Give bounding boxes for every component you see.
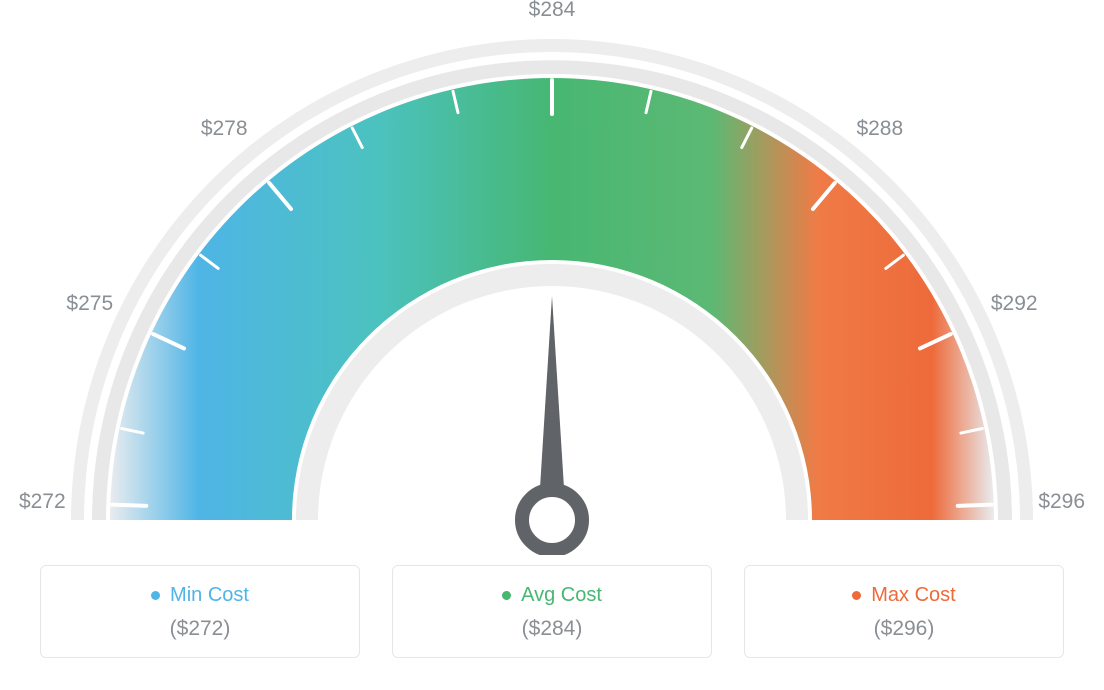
- gauge-svg: [0, 0, 1104, 555]
- legend-row: Min Cost ($272) Avg Cost ($284) Max Cost…: [0, 565, 1104, 658]
- legend-avg-title: Avg Cost: [502, 584, 602, 607]
- legend-avg-card: Avg Cost ($284): [392, 565, 712, 658]
- legend-min-title-text: Min Cost: [170, 584, 249, 607]
- legend-max-title-text: Max Cost: [871, 584, 955, 607]
- legend-max-card: Max Cost ($296): [744, 565, 1064, 658]
- legend-min-dot: [151, 591, 160, 600]
- legend-avg-dot: [502, 591, 511, 600]
- cost-gauge: $272 $275 $278 $284 $288 $292 $296: [0, 0, 1104, 555]
- legend-max-title: Max Cost: [852, 584, 955, 607]
- scale-label-284: $284: [529, 0, 576, 22]
- legend-min-card: Min Cost ($272): [40, 565, 360, 658]
- legend-min-value: ($272): [51, 617, 349, 641]
- scale-label-292: $292: [991, 292, 1038, 316]
- legend-max-value: ($296): [755, 617, 1053, 641]
- legend-avg-title-text: Avg Cost: [521, 584, 602, 607]
- scale-label-275: $275: [66, 292, 113, 316]
- scale-label-296: $296: [1038, 490, 1085, 514]
- scale-label-278: $278: [201, 117, 248, 141]
- legend-max-dot: [852, 591, 861, 600]
- legend-min-title: Min Cost: [151, 584, 249, 607]
- scale-label-288: $288: [856, 117, 903, 141]
- legend-avg-value: ($284): [403, 617, 701, 641]
- scale-label-272: $272: [19, 490, 66, 514]
